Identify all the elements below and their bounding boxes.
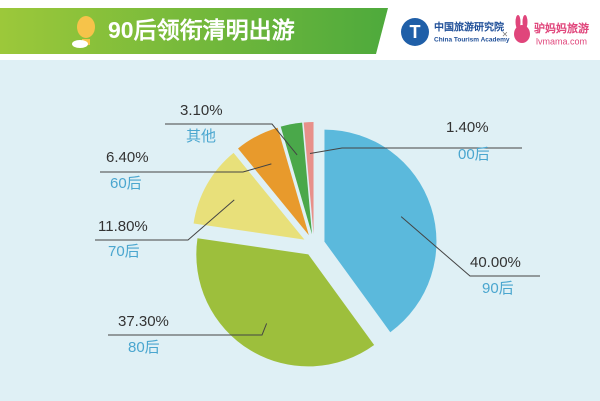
academy-english: China Tourism Academy	[434, 37, 510, 44]
title-band	[0, 8, 388, 54]
academy-logo: T	[401, 18, 429, 46]
category-label: 70后	[108, 243, 140, 260]
pie-slice	[280, 122, 312, 235]
balloon-icon	[72, 16, 95, 48]
partner-logo	[514, 15, 530, 43]
category-label: 60后	[110, 175, 142, 192]
value-label: 3.10%	[180, 102, 223, 119]
separator: ×	[502, 30, 508, 41]
chart-title: 90后领衔清明出游	[108, 17, 295, 43]
leader-line	[100, 163, 272, 173]
value-label: 11.80%	[98, 218, 148, 235]
pie-slice	[193, 152, 305, 240]
category-label: 90后	[482, 280, 514, 297]
value-label: 1.40%	[446, 119, 489, 136]
leader-line	[165, 123, 298, 156]
value-label: 37.30%	[118, 313, 169, 330]
category-label: 00后	[458, 146, 490, 163]
category-label: 80后	[128, 339, 160, 356]
pie-slice	[303, 122, 314, 235]
leader-line	[95, 199, 235, 241]
leader-line	[309, 147, 522, 154]
leader-line	[400, 216, 540, 277]
pie-slice	[324, 129, 437, 333]
leader-line	[108, 323, 268, 336]
partner-name: 驴妈妈旅游	[534, 21, 589, 35]
academy-name: 中国旅游研究院	[434, 21, 504, 34]
svg-text:T: T	[410, 22, 421, 42]
pie-slice	[238, 127, 309, 236]
pie-slice	[196, 238, 375, 367]
value-label: 40.00%	[470, 254, 521, 271]
partner-url: lvmama.com	[536, 36, 587, 46]
category-label: 其他	[186, 128, 216, 145]
value-label: 6.40%	[106, 149, 149, 166]
